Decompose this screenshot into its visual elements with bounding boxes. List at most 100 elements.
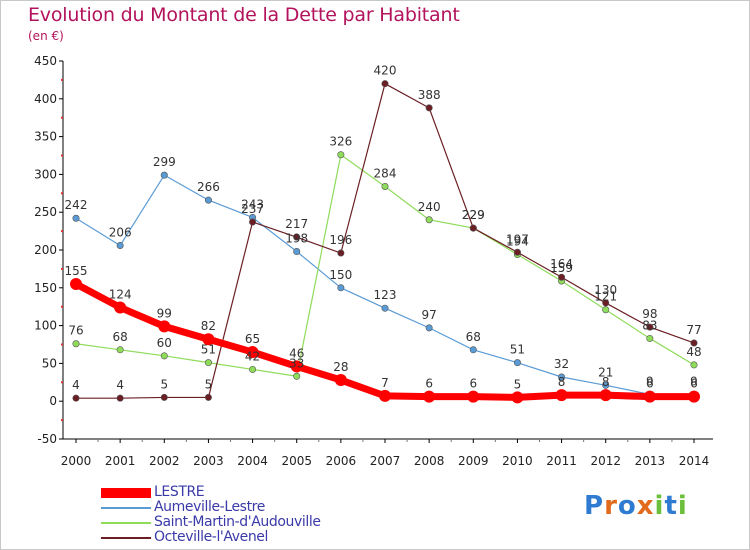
- data-label-saint-martin-d-audouville: 194: [506, 235, 529, 249]
- data-point-lestre: [334, 374, 347, 387]
- y-tick-label: 450: [34, 54, 57, 68]
- y-tick-label: 100: [34, 319, 57, 333]
- data-point-saint-martin-d-audouville: [293, 372, 301, 380]
- data-label-saint-martin-d-audouville: 76: [68, 324, 83, 338]
- series-line-octeville-l-avenel: [75, 83, 695, 399]
- data-label-aumeville-lestre: 97: [422, 308, 437, 322]
- x-tick-label: 2007: [370, 454, 401, 468]
- data-label-lestre: 6: [690, 377, 698, 391]
- unit-label: (en €): [28, 29, 64, 43]
- data-label-octeville-l-avenel: 237: [241, 202, 264, 216]
- data-label-octeville-l-avenel: 388: [418, 88, 441, 102]
- y-tick-label: -50: [37, 432, 57, 446]
- data-label-lestre: 6: [646, 377, 654, 391]
- data-label-saint-martin-d-audouville: 284: [374, 166, 397, 180]
- y-minor-tick: [61, 419, 63, 422]
- x-tick-label: 2006: [326, 454, 357, 468]
- data-label-octeville-l-avenel: 217: [285, 217, 308, 231]
- data-label-octeville-l-avenel: 4: [116, 378, 124, 392]
- data-point-octeville-l-avenel: [690, 339, 698, 347]
- data-point-octeville-l-avenel: [646, 323, 654, 331]
- proxiti-logo: Proxiti: [584, 491, 688, 521]
- data-label-saint-martin-d-audouville: 326: [329, 135, 352, 149]
- data-point-octeville-l-avenel: [381, 80, 389, 88]
- data-point-saint-martin-d-audouville: [160, 352, 168, 360]
- data-label-lestre: 6: [425, 377, 433, 391]
- data-point-saint-martin-d-audouville: [249, 365, 257, 373]
- data-point-saint-martin-d-audouville: [204, 359, 212, 367]
- data-label-saint-martin-d-audouville: 68: [113, 330, 128, 344]
- legend-swatch: [101, 521, 151, 524]
- data-point-saint-martin-d-audouville: [425, 216, 433, 224]
- data-label-lestre: 65: [245, 332, 260, 346]
- data-point-octeville-l-avenel: [513, 248, 521, 256]
- data-point-saint-martin-d-audouville: [646, 334, 654, 342]
- data-label-lestre: 6: [469, 377, 477, 391]
- x-tick-label: 2005: [281, 454, 312, 468]
- data-label-lestre: 82: [201, 319, 216, 333]
- data-label-saint-martin-d-audouville: 33: [289, 356, 304, 370]
- data-point-saint-martin-d-audouville: [602, 306, 610, 314]
- y-minor-tick: [61, 116, 63, 119]
- data-label-aumeville-lestre: 51: [510, 343, 525, 357]
- data-point-saint-martin-d-audouville: [690, 361, 698, 369]
- data-label-saint-martin-d-audouville: 42: [245, 349, 260, 363]
- data-label-octeville-l-avenel: 229: [462, 208, 485, 222]
- x-tick-label: 2012: [590, 454, 621, 468]
- data-label-lestre: 28: [333, 360, 348, 374]
- data-label-aumeville-lestre: 242: [65, 198, 88, 212]
- data-point-lestre: [511, 391, 524, 404]
- x-tick-label: 2003: [193, 454, 224, 468]
- x-tick-label: 2009: [458, 454, 489, 468]
- legend-label: LESTRE: [154, 484, 205, 500]
- data-label-saint-martin-d-audouville: 121: [594, 290, 617, 304]
- data-label-lestre: 155: [65, 264, 88, 278]
- data-point-lestre: [643, 390, 656, 403]
- legend-swatch: [101, 536, 151, 539]
- data-point-saint-martin-d-audouville: [381, 182, 389, 190]
- legend-swatch: [101, 487, 151, 498]
- data-point-saint-martin-d-audouville: [116, 346, 124, 354]
- data-label-aumeville-lestre: 299: [153, 155, 176, 169]
- data-label-octeville-l-avenel: 164: [550, 257, 573, 271]
- data-point-octeville-l-avenel: [204, 393, 212, 401]
- legend-label: Aumeville-Lestre: [154, 499, 265, 515]
- data-label-saint-martin-d-audouville: 48: [686, 345, 701, 359]
- data-label-aumeville-lestre: 266: [197, 180, 220, 194]
- y-tick-label: 250: [34, 205, 57, 219]
- chart-title: Evolution du Montant de la Dette par Hab…: [28, 4, 460, 26]
- x-tick-label: 2014: [679, 454, 710, 468]
- data-point-aumeville-lestre: [602, 381, 610, 389]
- data-point-aumeville-lestre: [513, 359, 521, 367]
- data-point-lestre: [114, 301, 127, 314]
- legend-swatch: [101, 506, 151, 509]
- x-tick-label: 2002: [149, 454, 180, 468]
- y-tick-label: 150: [34, 281, 57, 295]
- y-tick-label: 300: [34, 167, 57, 181]
- y-tick-label: 400: [34, 92, 57, 106]
- y-tick-label: 0: [49, 394, 57, 408]
- data-label-aumeville-lestre: 243: [241, 197, 264, 211]
- data-label-saint-martin-d-audouville: 51: [201, 343, 216, 357]
- data-label-octeville-l-avenel: 5: [205, 377, 213, 391]
- data-label-lestre: 7: [381, 376, 389, 390]
- data-point-octeville-l-avenel: [602, 299, 610, 307]
- data-label-aumeville-lestre: 150: [329, 268, 352, 282]
- data-point-lestre: [158, 320, 171, 333]
- data-point-lestre: [423, 390, 436, 403]
- data-label-aumeville-lestre: 206: [109, 225, 132, 239]
- y-minor-tick: [61, 154, 63, 157]
- data-label-octeville-l-avenel: 197: [506, 232, 529, 246]
- data-point-aumeville-lestre: [160, 171, 168, 179]
- data-point-octeville-l-avenel: [293, 233, 301, 241]
- data-label-lestre: 46: [289, 346, 304, 360]
- data-point-lestre: [290, 360, 303, 373]
- data-point-octeville-l-avenel: [116, 394, 124, 402]
- y-tick-label: 350: [34, 130, 57, 144]
- x-tick-label: 2001: [105, 454, 136, 468]
- data-point-aumeville-lestre: [381, 304, 389, 312]
- x-tick-label: 2004: [237, 454, 268, 468]
- data-label-aumeville-lestre: 68: [466, 330, 481, 344]
- y-minor-tick: [61, 230, 63, 233]
